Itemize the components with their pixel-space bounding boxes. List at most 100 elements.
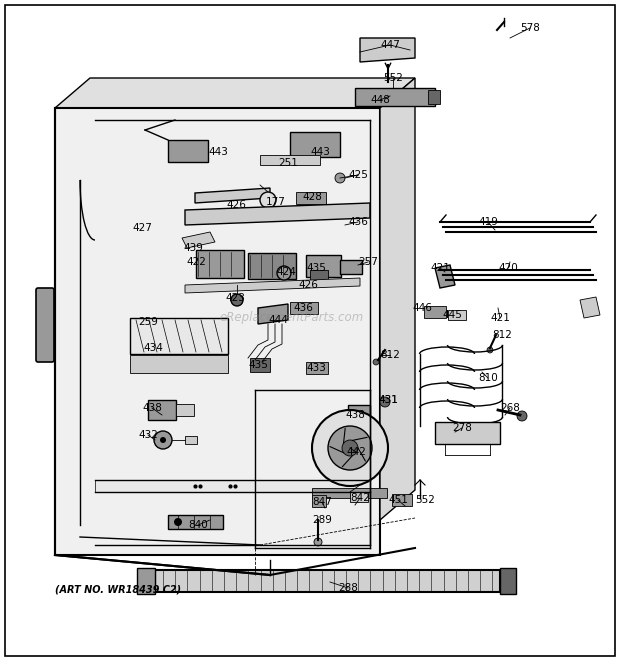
Text: 431: 431 <box>378 395 398 405</box>
Text: 288: 288 <box>338 583 358 593</box>
Text: 434: 434 <box>143 343 163 353</box>
Polygon shape <box>258 304 288 324</box>
Text: 446: 446 <box>412 303 432 313</box>
FancyBboxPatch shape <box>130 318 228 354</box>
Text: 425: 425 <box>348 170 368 180</box>
FancyBboxPatch shape <box>348 405 370 421</box>
Polygon shape <box>155 570 500 592</box>
Text: 578: 578 <box>520 23 540 33</box>
FancyBboxPatch shape <box>185 436 197 444</box>
Text: 442: 442 <box>346 447 366 457</box>
Text: 257: 257 <box>358 257 378 267</box>
Text: 251: 251 <box>278 158 298 168</box>
FancyBboxPatch shape <box>290 132 340 157</box>
Text: 421: 421 <box>490 313 510 323</box>
Text: 436: 436 <box>348 217 368 227</box>
Circle shape <box>260 192 276 208</box>
Text: 448: 448 <box>370 95 390 105</box>
FancyBboxPatch shape <box>350 492 368 502</box>
Circle shape <box>314 538 322 546</box>
FancyBboxPatch shape <box>448 310 466 320</box>
FancyBboxPatch shape <box>306 362 328 374</box>
FancyBboxPatch shape <box>137 568 155 594</box>
FancyBboxPatch shape <box>310 270 328 282</box>
FancyBboxPatch shape <box>168 140 208 162</box>
FancyBboxPatch shape <box>260 155 320 165</box>
FancyBboxPatch shape <box>250 358 270 372</box>
FancyBboxPatch shape <box>312 495 326 507</box>
Polygon shape <box>55 108 380 555</box>
FancyBboxPatch shape <box>500 568 516 594</box>
Polygon shape <box>185 203 370 225</box>
Text: 259: 259 <box>138 317 158 327</box>
Circle shape <box>160 437 166 443</box>
Text: 812: 812 <box>380 350 400 360</box>
FancyBboxPatch shape <box>176 404 194 416</box>
Text: 842: 842 <box>350 493 370 503</box>
Text: 426: 426 <box>298 280 318 290</box>
FancyBboxPatch shape <box>306 255 341 277</box>
Text: 422: 422 <box>186 257 206 267</box>
Circle shape <box>342 440 358 456</box>
Polygon shape <box>380 78 415 520</box>
Circle shape <box>487 347 493 353</box>
Text: 552: 552 <box>415 495 435 505</box>
Text: 451: 451 <box>388 495 408 505</box>
Polygon shape <box>580 297 600 318</box>
FancyBboxPatch shape <box>36 288 54 362</box>
Polygon shape <box>95 480 370 492</box>
Circle shape <box>380 397 390 407</box>
Text: 447: 447 <box>380 40 400 50</box>
Text: 435: 435 <box>248 360 268 370</box>
Circle shape <box>373 359 379 365</box>
Text: 432: 432 <box>138 430 158 440</box>
Text: eReplacementParts.com: eReplacementParts.com <box>219 311 363 324</box>
Text: 428: 428 <box>302 192 322 202</box>
Text: 439: 439 <box>183 243 203 253</box>
Text: 438: 438 <box>345 410 365 420</box>
Text: 289: 289 <box>312 515 332 525</box>
Text: 278: 278 <box>452 423 472 433</box>
FancyBboxPatch shape <box>248 253 296 279</box>
Circle shape <box>517 411 527 421</box>
FancyBboxPatch shape <box>428 90 440 104</box>
FancyBboxPatch shape <box>168 515 223 529</box>
FancyBboxPatch shape <box>340 260 362 274</box>
FancyBboxPatch shape <box>5 5 615 656</box>
Text: 438: 438 <box>142 403 162 413</box>
Circle shape <box>277 266 291 280</box>
Polygon shape <box>195 188 270 203</box>
Text: 847: 847 <box>312 497 332 507</box>
Text: 419: 419 <box>478 217 498 227</box>
FancyBboxPatch shape <box>424 306 446 318</box>
Text: 424: 424 <box>276 267 296 277</box>
Text: 552: 552 <box>383 73 403 83</box>
Text: 445: 445 <box>442 310 462 320</box>
FancyBboxPatch shape <box>296 192 326 204</box>
Text: 444: 444 <box>268 315 288 325</box>
Text: (ART NO. WR18439 C2): (ART NO. WR18439 C2) <box>55 585 181 595</box>
Text: 426: 426 <box>226 200 246 210</box>
Polygon shape <box>182 232 215 248</box>
Text: 810: 810 <box>478 373 498 383</box>
FancyBboxPatch shape <box>312 488 387 498</box>
FancyBboxPatch shape <box>355 88 435 106</box>
Circle shape <box>174 518 182 526</box>
Polygon shape <box>185 278 360 293</box>
Circle shape <box>312 410 388 486</box>
FancyBboxPatch shape <box>196 250 244 278</box>
Polygon shape <box>360 38 415 62</box>
Circle shape <box>154 431 172 449</box>
FancyBboxPatch shape <box>148 400 176 420</box>
Text: 268: 268 <box>500 403 520 413</box>
Text: 840: 840 <box>188 520 208 530</box>
Text: 177: 177 <box>266 197 286 207</box>
Circle shape <box>231 294 243 306</box>
Text: 420: 420 <box>498 263 518 273</box>
FancyBboxPatch shape <box>392 494 412 506</box>
FancyBboxPatch shape <box>130 355 228 373</box>
Circle shape <box>328 426 372 470</box>
Text: 431: 431 <box>378 395 398 405</box>
Text: 443: 443 <box>310 147 330 157</box>
Text: 433: 433 <box>306 363 326 373</box>
